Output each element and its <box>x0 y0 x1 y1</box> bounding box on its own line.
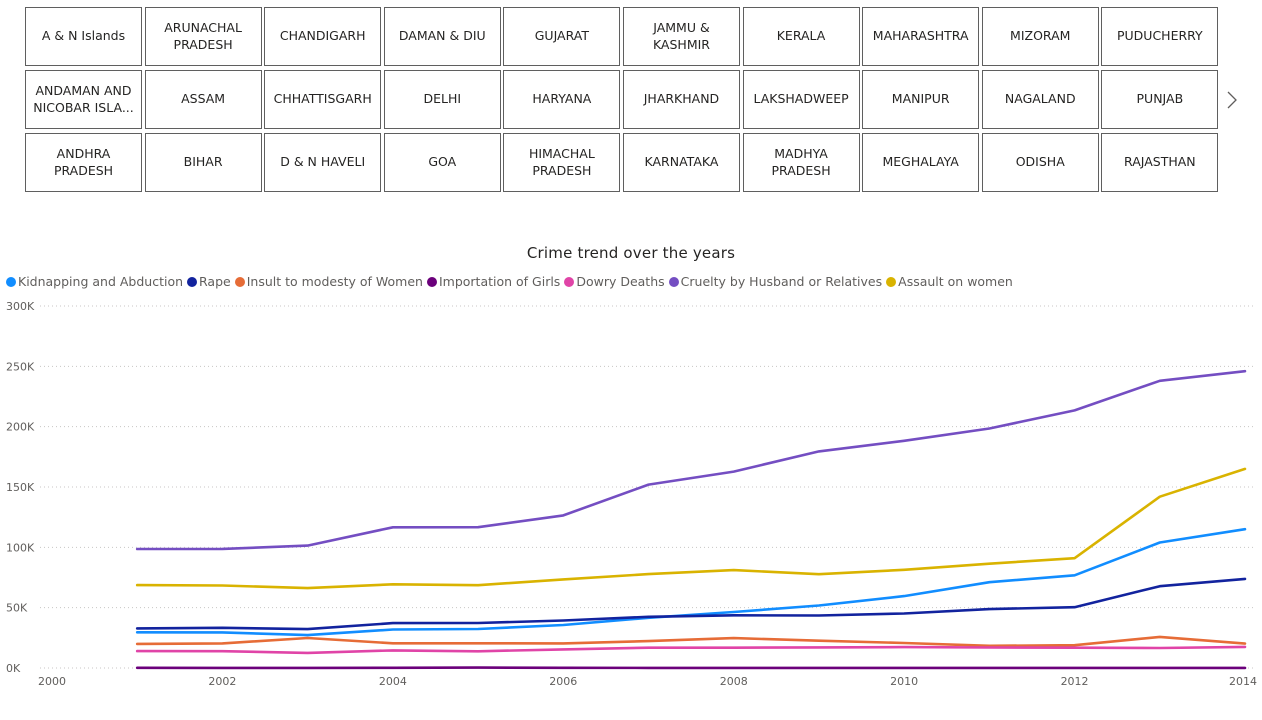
slicer-tile[interactable]: DAMAN & DIU <box>383 7 501 66</box>
y-tick-label: 150K <box>6 481 35 494</box>
legend-marker <box>668 276 679 287</box>
slicer-tile[interactable]: BIHAR <box>144 133 262 192</box>
legend-marker <box>187 276 198 287</box>
slicer-tile[interactable]: MANIPUR <box>862 70 980 129</box>
slicer-tile[interactable]: MAHARASHTRA <box>862 7 980 66</box>
x-tick-label: 2012 <box>1061 675 1089 688</box>
slicer-tile[interactable]: CHANDIGARH <box>264 7 382 66</box>
legend-item[interactable]: Kidnapping and Abduction <box>6 274 183 289</box>
y-tick-label: 250K <box>6 360 35 373</box>
legend-item[interactable]: Importation of Girls <box>426 274 561 289</box>
legend-label: Cruelty by Husband or Relatives <box>680 274 883 289</box>
y-tick-label: 0K <box>6 662 21 675</box>
legend-label: Rape <box>199 274 231 289</box>
state-slicer: A & N Islands ARUNACHAL PRADESH CHANDIGARH… <box>25 7 1219 192</box>
slicer-tile[interactable]: KERALA <box>742 7 860 66</box>
legend-marker <box>234 276 245 287</box>
slicer-next-button[interactable] <box>1224 87 1240 113</box>
series-line <box>135 369 1247 551</box>
legend-marker <box>6 276 16 287</box>
slicer-tile[interactable]: HIMACHAL PRADESH <box>503 133 621 192</box>
x-tick-label: 2008 <box>720 675 748 688</box>
slicer-tile[interactable]: JHARKHAND <box>622 70 740 129</box>
slicer-tile[interactable]: JAMMU & KASHMIR <box>622 7 740 66</box>
chart-legend: Kidnapping and Abduction Rape Insult to mo… <box>6 274 1017 289</box>
legend-item[interactable]: Dowry Deaths <box>564 274 665 289</box>
slicer-tile[interactable]: MIZORAM <box>981 7 1099 66</box>
slicer-tile[interactable]: ANDAMAN AND NICOBAR ISLA... <box>25 70 142 129</box>
series-line <box>135 635 1247 648</box>
slicer-tile[interactable]: HARYANA <box>503 70 621 129</box>
series-line <box>135 467 1247 590</box>
legend-marker <box>564 276 575 287</box>
slicer-tile[interactable]: D & N HAVELI <box>264 133 382 192</box>
x-tick-label: 2014 <box>1229 675 1257 688</box>
series-line <box>135 645 1247 655</box>
slicer-tile[interactable]: PUDUCHERRY <box>1101 7 1219 66</box>
slicer-tile[interactable]: CHHATTISGARH <box>264 70 382 129</box>
slicer-tile[interactable]: ODISHA <box>981 133 1099 192</box>
legend-item[interactable]: Insult to modesty of Women <box>234 274 423 289</box>
slicer-tile[interactable]: MEGHALAYA <box>862 133 980 192</box>
y-tick-label: 200K <box>6 421 35 434</box>
slicer-tile[interactable]: ANDHRA PRADESH <box>25 133 142 192</box>
x-tick-label: 2002 <box>208 675 236 688</box>
slicer-tile[interactable]: GUJARAT <box>503 7 621 66</box>
legend-marker <box>426 276 437 287</box>
slicer-tile[interactable]: KARNATAKA <box>622 133 740 192</box>
slicer-tile[interactable]: PUNJAB <box>1101 70 1219 129</box>
slicer-tile[interactable]: DELHI <box>383 70 501 129</box>
x-tick-label: 2006 <box>549 675 577 688</box>
legend-label: Dowry Deaths <box>576 274 665 289</box>
series-line <box>135 577 1247 631</box>
slicer-tile[interactable]: NAGALAND <box>981 70 1099 129</box>
x-tick-label: 2010 <box>890 675 918 688</box>
chart-title: Crime trend over the years <box>526 244 736 262</box>
slicer-tile[interactable]: MADHYA PRADESH <box>742 133 860 192</box>
legend-label: Kidnapping and Abduction <box>18 274 184 289</box>
slicer-tile[interactable]: RAJASTHAN <box>1101 133 1219 192</box>
chevron-right-icon <box>1227 91 1237 109</box>
slicer-tile[interactable]: A & N Islands <box>25 7 142 66</box>
legend-label: Importation of Girls <box>438 274 561 289</box>
x-tick-label: 2004 <box>379 675 407 688</box>
y-tick-label: 100K <box>6 541 35 554</box>
legend-item[interactable]: Rape <box>187 274 231 289</box>
legend-marker <box>886 276 897 287</box>
y-tick-label: 300K <box>6 300 35 313</box>
legend-item[interactable]: Assault on women <box>886 274 1013 289</box>
slicer-tile[interactable]: ARUNACHAL PRADESH <box>144 7 262 66</box>
x-tick-label: 2000 <box>38 675 66 688</box>
slicer-tile[interactable]: LAKSHADWEEP <box>742 70 860 129</box>
slicer-tile[interactable]: ASSAM <box>144 70 262 129</box>
y-tick-label: 50K <box>6 602 28 615</box>
legend-item[interactable]: Cruelty by Husband or Relatives <box>668 274 883 289</box>
legend-label: Assault on women <box>898 274 1013 289</box>
legend-label: Insult to modesty of Women <box>246 274 423 289</box>
slicer-tile[interactable]: GOA <box>383 133 501 192</box>
